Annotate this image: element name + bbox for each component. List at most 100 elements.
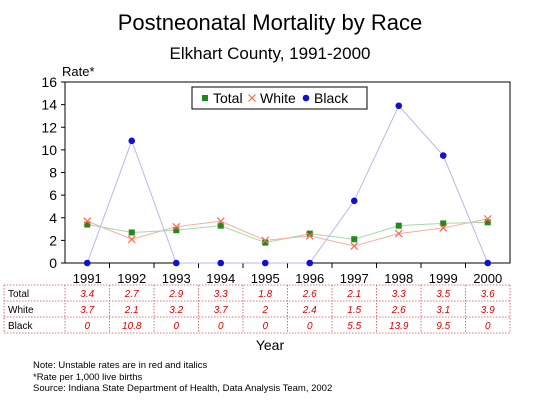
- y-tick-label: 16: [41, 74, 57, 90]
- data-label: 2: [261, 305, 268, 316]
- point-black: [350, 197, 358, 205]
- x-tick-label: 1996: [295, 271, 324, 286]
- point-total: [351, 236, 358, 243]
- footnotes: Note: Unstable rates are in red and ital…: [33, 360, 332, 395]
- point-total: [217, 222, 224, 229]
- data-label: 0: [218, 321, 224, 332]
- data-label: 3.3: [214, 289, 228, 300]
- legend-box: [191, 86, 368, 110]
- point-black: [439, 152, 447, 159]
- data-label: 3.9: [481, 305, 495, 316]
- x-tick-label: 1992: [117, 271, 146, 286]
- point-black: [395, 102, 403, 110]
- point-total: [395, 222, 402, 229]
- chart-title: Postneonatal Mortality by Race: [117, 10, 423, 35]
- data-label: 0: [262, 321, 268, 332]
- x-tick-label: 2000: [473, 271, 502, 286]
- point-white: [305, 231, 314, 240]
- y-tick-label: 10: [41, 142, 57, 158]
- point-black: [172, 259, 180, 267]
- data-label: 1.5: [347, 305, 361, 316]
- table-row-label: White: [8, 305, 34, 316]
- legend-marker-total: [202, 95, 208, 101]
- y-tick-label: 14: [41, 97, 57, 113]
- x-tick-label: 1995: [251, 271, 280, 286]
- point-black: [306, 259, 314, 267]
- point-white: [172, 222, 181, 231]
- data-label: 0: [485, 321, 491, 332]
- data-label: 3.3: [392, 289, 406, 300]
- table-row-label: Total: [8, 289, 29, 300]
- data-label: 13.9: [389, 321, 409, 332]
- x-axis-label: Year: [255, 337, 285, 353]
- data-label: 2.6: [391, 305, 406, 316]
- data-label: 2.1: [346, 289, 361, 300]
- data-label: 3.6: [481, 289, 495, 300]
- point-white: [127, 235, 136, 244]
- x-tick-label: 1993: [162, 271, 191, 286]
- point-white: [394, 229, 403, 238]
- data-label: 0: [84, 321, 90, 332]
- point-total: [173, 227, 180, 234]
- x-tick-label: 1991: [73, 271, 102, 286]
- data-label: 2.7: [124, 289, 139, 300]
- point-total: [84, 221, 91, 228]
- point-total: [484, 219, 491, 226]
- point-black: [261, 259, 269, 267]
- data-label: 3.2: [169, 305, 183, 316]
- point-white: [483, 214, 492, 223]
- series-line-white: [87, 218, 488, 247]
- y-tick-label: 4: [49, 210, 57, 226]
- note-source: Source: Indiana State Department of Heal…: [33, 383, 333, 394]
- point-white: [261, 236, 270, 245]
- point-black: [484, 259, 492, 267]
- data-label: 0: [307, 321, 313, 332]
- point-white: [83, 217, 92, 226]
- data-label: 2.1: [124, 305, 139, 316]
- x-tick-label: 1997: [340, 271, 369, 286]
- point-total: [440, 220, 447, 227]
- point-white: [350, 242, 359, 250]
- series-line-black: [86, 104, 489, 264]
- data-label: 0: [173, 321, 179, 332]
- x-tick-label: 1999: [429, 271, 458, 286]
- y-axis-label: Rate*: [62, 64, 95, 79]
- data-label: 2.6: [302, 289, 317, 300]
- data-label: 3.5: [436, 289, 450, 300]
- table-row-label: Black: [8, 321, 33, 332]
- point-white: [216, 217, 225, 226]
- y-tick-label: 2: [49, 232, 57, 248]
- point-black: [128, 137, 136, 145]
- x-tick-label: 1998: [384, 271, 413, 286]
- data-label: 9.5: [436, 321, 450, 332]
- line-chart: 0 2 4 6 8 10 12 14 16 1991 1992 1993 1994 1995 1996 199…: [3, 74, 511, 334]
- y-tick-label: 8: [49, 165, 57, 181]
- point-total: [128, 229, 135, 236]
- data-label: 2.9: [168, 289, 183, 300]
- legend: Total White Black: [191, 86, 368, 110]
- note-unstable: Note: Unstable rates are in red and ital…: [33, 360, 208, 371]
- point-black: [83, 259, 91, 267]
- chart-subtitle: Elkhart County, 1991-2000: [169, 44, 371, 63]
- note-rate: *Rate per 1,000 live births: [33, 371, 143, 383]
- legend-marker-white: [248, 94, 256, 102]
- series-line-total: [87, 221, 488, 244]
- y-tick-label: 0: [49, 255, 57, 271]
- legend-marker-black: [302, 94, 310, 102]
- legend-label-black: Black: [314, 90, 349, 106]
- data-label: 3.4: [80, 289, 94, 300]
- point-white: [439, 224, 448, 232]
- point-total: [262, 239, 269, 246]
- data-label: 5.5: [347, 321, 361, 332]
- data-label: 2.4: [302, 305, 317, 316]
- y-tick-label: 6: [49, 187, 57, 203]
- data-label: 3.7: [80, 305, 94, 316]
- point-total: [306, 230, 313, 237]
- x-tick-label: 1994: [206, 271, 235, 286]
- data-label: 10.8: [122, 321, 142, 332]
- point-black: [217, 259, 225, 267]
- data-label: 3.7: [214, 305, 228, 316]
- y-tick-label: 12: [41, 119, 57, 135]
- legend-label-white: White: [260, 90, 296, 106]
- data-label: 3.1: [436, 305, 450, 316]
